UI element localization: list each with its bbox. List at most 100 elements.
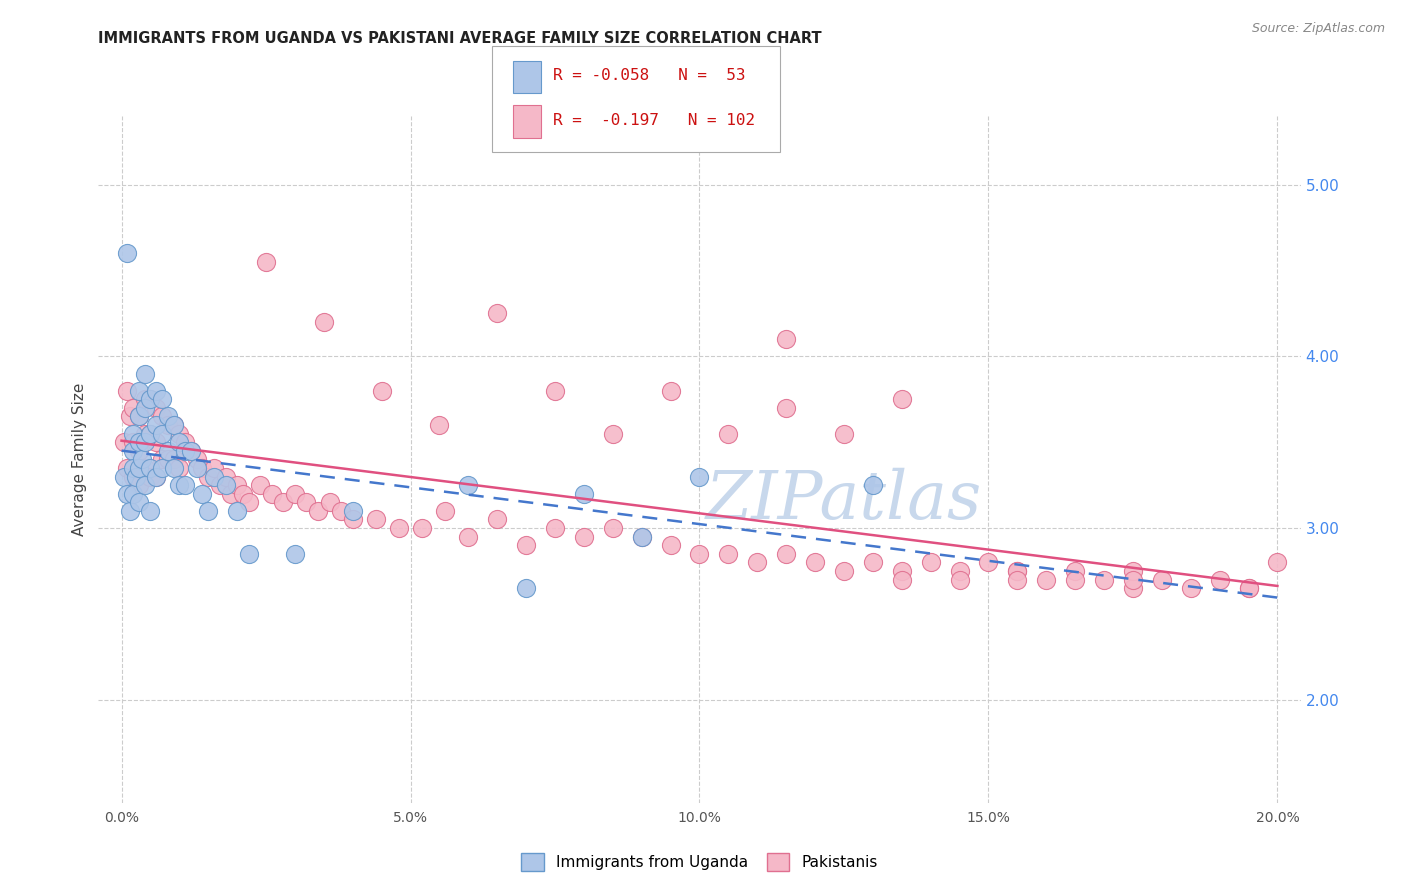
Legend: Immigrants from Uganda, Pakistanis: Immigrants from Uganda, Pakistanis	[515, 847, 884, 878]
Point	[273, 495, 295, 509]
Point	[1237, 581, 1260, 595]
Point	[214, 478, 236, 492]
Point	[238, 495, 260, 509]
Point	[747, 555, 769, 570]
Point	[659, 538, 682, 552]
Point	[162, 461, 184, 475]
Point	[117, 487, 139, 501]
Point	[572, 530, 595, 544]
Point	[156, 417, 179, 433]
Point	[659, 384, 682, 398]
Point	[775, 332, 797, 346]
Point	[150, 426, 173, 441]
Point	[202, 469, 225, 483]
Point	[156, 409, 179, 424]
Point	[174, 478, 197, 492]
Point	[145, 469, 167, 483]
Point	[318, 495, 340, 509]
Point	[145, 384, 167, 398]
Point	[128, 409, 150, 424]
Point	[112, 435, 135, 450]
Point	[977, 555, 1000, 570]
Point	[128, 495, 150, 509]
Point	[862, 555, 884, 570]
Point	[602, 426, 624, 441]
Point	[221, 487, 243, 501]
Point	[284, 487, 307, 501]
Point	[202, 461, 225, 475]
Point	[832, 564, 855, 578]
Point	[890, 573, 912, 587]
Point	[150, 461, 173, 475]
Point	[139, 461, 162, 475]
Point	[832, 426, 855, 441]
Point	[717, 426, 740, 441]
Point	[232, 487, 254, 501]
Point	[486, 512, 509, 526]
Point	[890, 392, 912, 407]
Point	[156, 452, 179, 467]
Text: R =  -0.197   N = 102: R = -0.197 N = 102	[553, 112, 755, 128]
Point	[180, 443, 202, 458]
Point	[544, 384, 567, 398]
Point	[226, 478, 249, 492]
Point	[162, 417, 184, 433]
Point	[128, 435, 150, 450]
Point	[330, 504, 353, 518]
Point	[174, 435, 197, 450]
Point	[128, 478, 150, 492]
Point	[1007, 564, 1029, 578]
Point	[122, 401, 145, 415]
Point	[920, 555, 942, 570]
Point	[208, 478, 231, 492]
Point	[457, 478, 479, 492]
Point	[214, 469, 236, 483]
Point	[169, 426, 191, 441]
Point	[122, 469, 145, 483]
Point	[312, 315, 335, 329]
Point	[1267, 555, 1289, 570]
Point	[150, 392, 173, 407]
Point	[122, 461, 145, 475]
Point	[139, 426, 162, 441]
Point	[156, 443, 179, 458]
Point	[145, 401, 167, 415]
Point	[186, 452, 208, 467]
Point	[1208, 573, 1230, 587]
Point	[1035, 573, 1057, 587]
Point	[139, 469, 162, 483]
Point	[602, 521, 624, 535]
Text: IMMIGRANTS FROM UGANDA VS PAKISTANI AVERAGE FAMILY SIZE CORRELATION CHART: IMMIGRANTS FROM UGANDA VS PAKISTANI AVER…	[98, 31, 823, 46]
Point	[134, 461, 156, 475]
Point	[1092, 573, 1115, 587]
Point	[249, 478, 271, 492]
Point	[112, 469, 135, 483]
Point	[515, 581, 537, 595]
Point	[128, 409, 150, 424]
Point	[186, 461, 208, 475]
Point	[1122, 573, 1144, 587]
Point	[1150, 573, 1173, 587]
Point	[128, 461, 150, 475]
Point	[370, 384, 392, 398]
Point	[134, 478, 156, 492]
Text: Source: ZipAtlas.com: Source: ZipAtlas.com	[1251, 22, 1385, 36]
Point	[128, 384, 150, 398]
Point	[139, 392, 162, 407]
Point	[364, 512, 387, 526]
Point	[128, 443, 150, 458]
Point	[630, 530, 652, 544]
Point	[191, 461, 214, 475]
Point	[197, 469, 219, 483]
Point	[434, 504, 457, 518]
Point	[890, 564, 912, 578]
Point	[134, 367, 156, 381]
Point	[139, 426, 162, 441]
Point	[162, 417, 184, 433]
Point	[120, 409, 142, 424]
Point	[134, 392, 156, 407]
Point	[1007, 564, 1029, 578]
Point	[1007, 573, 1029, 587]
Point	[122, 426, 145, 441]
Point	[226, 504, 249, 518]
